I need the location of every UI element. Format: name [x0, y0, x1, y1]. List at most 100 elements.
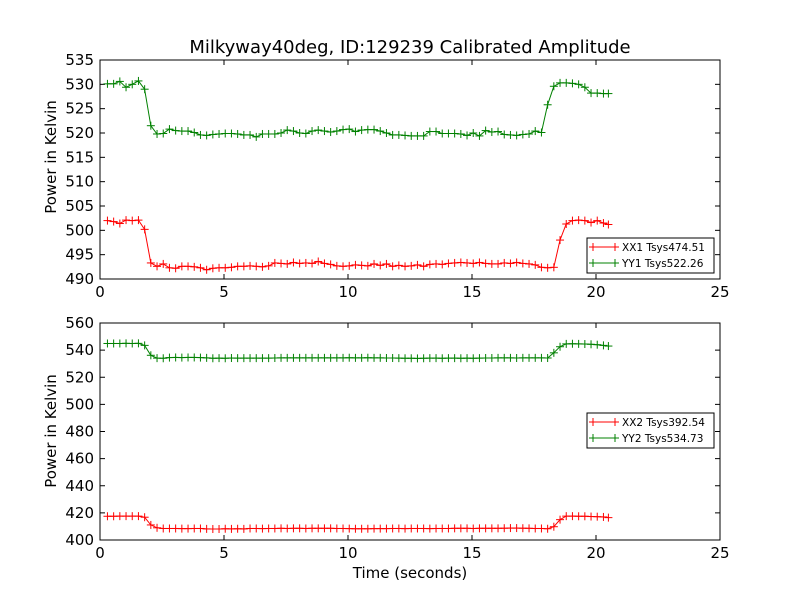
- data-point: [525, 129, 534, 138]
- series-xx1: [103, 216, 613, 274]
- data-point: [512, 258, 521, 267]
- data-point: [604, 342, 613, 351]
- data-point: [146, 520, 155, 529]
- y-tick-label: 500: [65, 221, 94, 239]
- series-yy2: [103, 339, 613, 363]
- legend-item: XX1 Tsys474.51: [589, 242, 705, 254]
- data-point: [363, 261, 372, 270]
- data-point: [202, 131, 211, 140]
- data-point: [314, 257, 323, 266]
- data-point: [413, 260, 422, 269]
- x-tick-label: 15: [462, 544, 481, 562]
- data-point: [146, 258, 155, 267]
- data-point: [525, 259, 534, 268]
- data-point: [512, 131, 521, 140]
- data-point: [115, 77, 124, 86]
- data-point: [481, 126, 490, 135]
- top-chart-panel: 0 5 10 15 20 25490495500505510515520525530535…: [65, 51, 729, 301]
- data-point: [351, 127, 360, 136]
- data-point: [134, 216, 143, 225]
- data-point: [289, 258, 298, 267]
- data-point: [475, 131, 484, 140]
- data-point: [320, 259, 329, 268]
- legend-item: YY2 Tsys534.73: [589, 433, 703, 445]
- data-point: [289, 127, 298, 136]
- data-point: [604, 89, 613, 98]
- data-point: [246, 130, 255, 139]
- data-point: [506, 259, 515, 268]
- y-tick-label: 525: [65, 100, 94, 118]
- data-point: [382, 129, 391, 137]
- y-tick-label: 495: [65, 246, 94, 264]
- data-point: [456, 129, 465, 138]
- y-tick-label: 535: [65, 51, 94, 69]
- series-xx2: [103, 512, 613, 534]
- y-tick-label: 500: [65, 395, 94, 413]
- data-point: [277, 129, 286, 137]
- data-point: [549, 82, 558, 91]
- data-point: [580, 216, 589, 225]
- data-point: [463, 131, 472, 140]
- data-point: [165, 125, 174, 134]
- data-point: [599, 219, 608, 228]
- x-axis-label: Time (seconds): [352, 564, 468, 582]
- y-tick-label: 505: [65, 197, 94, 215]
- data-point: [531, 127, 540, 136]
- y-tick-label: 540: [65, 341, 94, 359]
- data-point: [326, 260, 335, 269]
- legend-label: XX2 Tsys392.54: [622, 417, 705, 429]
- data-point: [345, 125, 354, 134]
- data-point: [549, 348, 558, 357]
- data-point: [407, 261, 416, 270]
- data-point: [580, 83, 589, 92]
- data-point: [556, 236, 565, 245]
- legend-label: XX1 Tsys474.51: [622, 242, 705, 254]
- y-tick-label: 400: [65, 531, 94, 549]
- bottom-chart-panel: 0 5 10 15 20 25 400 420 440 460 480 500 520 540 560 XX2…: [65, 314, 729, 562]
- data-point: [122, 83, 131, 92]
- y-tick-label: 420: [65, 504, 94, 522]
- data-point: [252, 132, 261, 141]
- x-tick-label: 20: [586, 283, 605, 301]
- y-tick-label: 520: [65, 368, 94, 386]
- legend-item: YY1 Tsys522.26: [589, 258, 704, 270]
- data-point: [159, 129, 168, 138]
- chart-title: Milkyway40deg, ID:129239 Calibrated Ampl…: [189, 37, 630, 58]
- data-point: [153, 523, 162, 532]
- y-tick-label: 520: [65, 124, 94, 142]
- data-point: [140, 513, 149, 522]
- y-tick-label: 515: [65, 148, 94, 166]
- data-point: [438, 260, 447, 269]
- legend-label: YY2 Tsys534.73: [621, 433, 703, 445]
- data-point: [202, 265, 211, 274]
- data-point: [109, 217, 118, 226]
- data-point: [556, 342, 565, 351]
- x-tick-label: 0: [95, 544, 105, 562]
- x-tick-label: 25: [710, 283, 729, 301]
- data-point: [264, 261, 273, 270]
- data-point: [549, 522, 558, 531]
- data-point: [475, 258, 484, 267]
- data-point: [308, 259, 317, 268]
- data-point: [332, 127, 341, 136]
- data-point: [115, 219, 124, 228]
- data-point: [599, 341, 608, 350]
- data-point: [593, 216, 602, 225]
- data-point: [109, 79, 118, 88]
- data-point: [270, 129, 279, 138]
- data-point: [382, 259, 391, 268]
- y-tick-label: 510: [65, 173, 94, 191]
- data-point: [140, 85, 149, 94]
- y-tick-label: 560: [65, 314, 94, 332]
- x-tick-label: 25: [710, 544, 729, 562]
- data-point: [301, 129, 310, 138]
- data-point: [134, 339, 143, 348]
- data-point: [376, 127, 385, 136]
- x-tick-label: 20: [586, 544, 605, 562]
- top-legend: XX1 Tsys474.51 YY1 Tsys522.26: [586, 237, 715, 274]
- data-point: [604, 513, 613, 522]
- x-tick-label: 10: [338, 544, 357, 562]
- data-point: [171, 264, 180, 273]
- data-point: [562, 220, 571, 229]
- data-point: [128, 80, 137, 89]
